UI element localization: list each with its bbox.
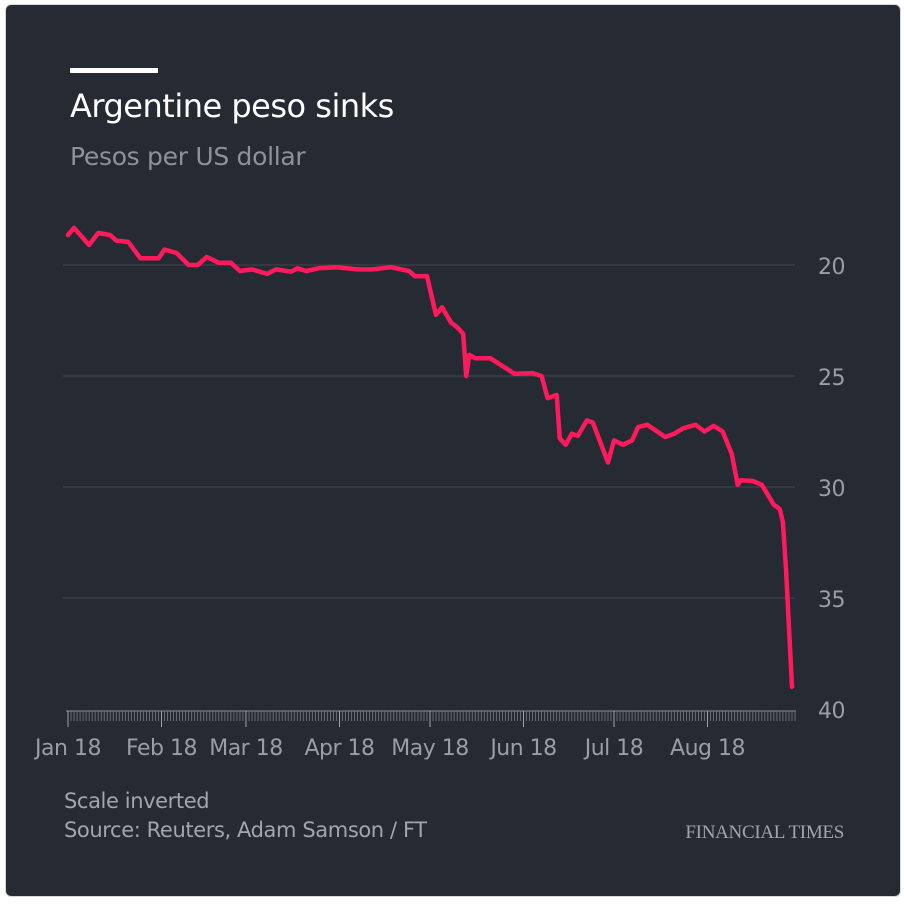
title-accent-rule [70, 68, 158, 73]
x-tick-label: Aug 18 [670, 736, 745, 761]
x-tick-label: Jan 18 [33, 736, 101, 761]
y-tick-label: 20 [818, 255, 845, 280]
x-tick-label: Jun 18 [488, 736, 556, 761]
chart-title: Argentine peso sinks [70, 87, 394, 125]
x-tick-label: Apr 18 [304, 736, 374, 761]
ft-logo: FINANCIAL TIMES [685, 822, 844, 843]
gridlines [63, 264, 795, 599]
y-axis: 20 25 30 35 40 [818, 255, 846, 724]
y-tick-label: 30 [818, 477, 845, 502]
y-tick-label: 40 [818, 699, 845, 724]
series-layer [65, 225, 795, 690]
peso-line [65, 225, 795, 690]
scale-note: Scale inverted [64, 789, 210, 813]
source-note: Source: Reuters, Adam Samson / FT [64, 818, 427, 842]
x-tick-label: May 18 [391, 736, 468, 761]
chart-subtitle: Pesos per US dollar [70, 142, 306, 171]
y-tick-label: 35 [818, 588, 845, 613]
x-tick-label: Jul 18 [583, 736, 644, 761]
x-tick-label: Feb 18 [126, 736, 197, 761]
y-tick-label: 25 [818, 366, 845, 391]
chart-card: Argentine peso sinks Pesos per US dollar [5, 4, 901, 897]
x-tick-label: Mar 18 [209, 736, 283, 761]
x-axis: Jan 18 Feb 18 Mar 18 Apr 18 May 18 Jun 18 Jul … [33, 710, 796, 761]
